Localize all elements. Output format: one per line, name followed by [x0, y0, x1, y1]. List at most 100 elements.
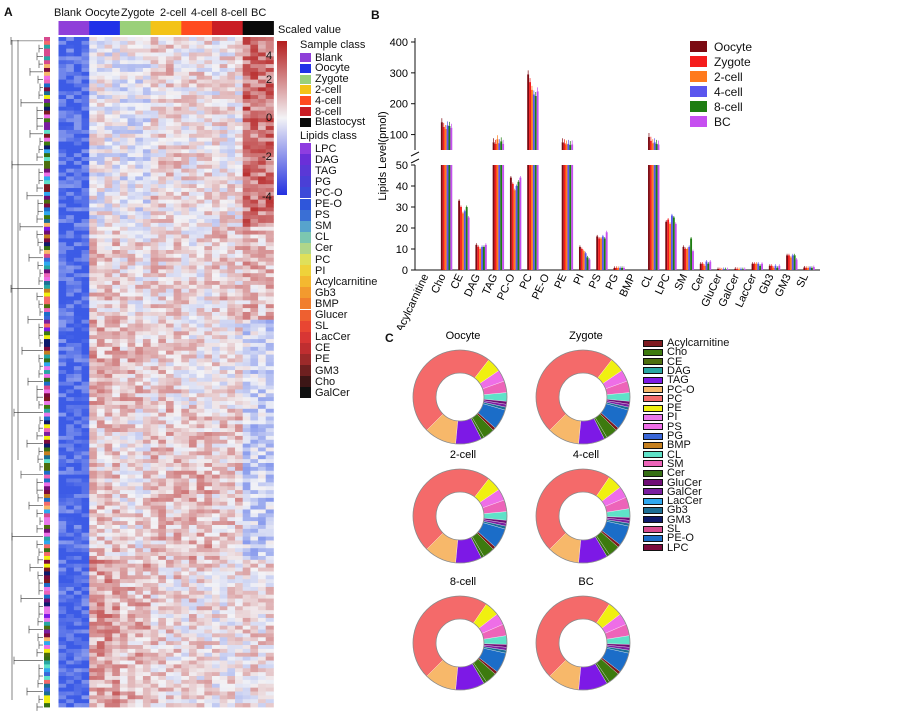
heatmap-cell	[96, 536, 105, 541]
heatmap-cell	[227, 129, 236, 135]
heatmap-cell	[235, 362, 244, 367]
heatmap-cell	[89, 246, 98, 251]
heatmap-cell	[204, 679, 213, 685]
heatmap-cell	[142, 160, 151, 166]
heatmap-cell	[250, 532, 259, 537]
heatmap-cell	[96, 555, 105, 561]
heatmap-cell	[235, 443, 244, 448]
heatmap-cell	[58, 583, 67, 588]
heatmap-cell	[135, 668, 144, 673]
heatmap-cell	[227, 354, 236, 359]
heatmap-cell	[250, 311, 259, 317]
heatmap-cell	[212, 95, 221, 100]
heatmap-cell	[81, 645, 90, 650]
heatmap-cell	[89, 292, 98, 297]
row-class-cell	[44, 234, 50, 239]
heatmap-cell	[73, 513, 82, 518]
sample-class-bar-cell	[181, 21, 213, 35]
heatmap-cell	[96, 548, 105, 553]
heatmap-cell	[58, 586, 67, 592]
heatmap-cell	[96, 265, 105, 270]
row-class-cell	[44, 277, 50, 282]
heatmap-cell	[258, 257, 267, 263]
row-class-cell	[44, 373, 50, 379]
heatmap-cell	[58, 191, 67, 197]
heatmap-cell	[165, 222, 175, 228]
heatmap-cell	[188, 168, 198, 173]
heatmap-cell	[150, 532, 159, 537]
heatmap-cell	[219, 614, 228, 619]
heatmap-cell	[181, 412, 190, 417]
heatmap-cell	[165, 517, 175, 522]
heatmap-cell	[188, 87, 198, 92]
heatmap-cell	[265, 404, 274, 410]
heatmap-cell	[196, 358, 205, 363]
heatmap-cell	[212, 571, 221, 576]
heatmap-cell	[150, 339, 159, 344]
heatmap-cell	[150, 64, 159, 69]
heatmap-cell	[96, 48, 105, 53]
heatmap-cell	[265, 331, 274, 336]
heatmap-cell	[258, 524, 267, 530]
heatmap-cell	[165, 79, 175, 84]
heatmap-cell	[219, 459, 228, 464]
heatmap-cell	[73, 191, 82, 197]
heatmap-cell	[73, 563, 82, 568]
heatmap-cell	[158, 176, 167, 181]
heatmap-cell	[89, 482, 98, 487]
heatmap-cell	[119, 199, 128, 204]
heatmap-cell	[135, 118, 144, 123]
heatmap-cell	[142, 164, 151, 170]
heatmap-cell	[250, 660, 259, 665]
heatmap-cell	[119, 56, 128, 61]
heatmap-cell	[258, 230, 267, 235]
heatmap-cell	[112, 126, 121, 131]
heatmap-cell	[58, 699, 67, 704]
heatmap-cell	[212, 203, 221, 208]
heatmap-cell	[235, 633, 244, 638]
heatmap-cell	[66, 385, 75, 390]
heatmap-cell	[96, 614, 105, 619]
heatmap-cell	[89, 164, 98, 170]
heatmap-cell	[250, 164, 259, 170]
heatmap-cell	[265, 676, 274, 681]
heatmap-cell	[242, 75, 251, 81]
heatmap-cell	[204, 463, 213, 468]
heatmap-cell	[135, 660, 144, 665]
heatmap-cell	[250, 153, 259, 158]
heatmap-cell	[89, 250, 98, 255]
heatmap-cell	[235, 219, 244, 224]
heatmap-cell	[212, 331, 221, 336]
heatmap-cell	[142, 656, 151, 661]
heatmap-cell	[235, 234, 244, 239]
heatmap-cell	[235, 532, 244, 537]
heatmap-cell	[158, 497, 167, 503]
heatmap-cell	[173, 37, 182, 42]
heatmap-cell	[142, 269, 151, 274]
heatmap-cell	[81, 168, 90, 173]
heatmap-cell	[66, 563, 75, 568]
heatmap-cell	[104, 594, 113, 599]
heatmap-cell	[73, 207, 82, 212]
heatmap-cell	[188, 211, 198, 216]
heatmap-cell	[235, 524, 244, 530]
heatmap-cell	[119, 67, 128, 73]
heatmap-cell	[173, 362, 182, 367]
heatmap-cell	[165, 304, 175, 309]
heatmap-cell	[135, 532, 144, 537]
heatmap-cell	[242, 304, 251, 309]
heatmap-cell	[150, 695, 159, 700]
heatmap-cell	[127, 474, 136, 479]
heatmap-cell	[227, 621, 236, 627]
heatmap-cell	[66, 625, 75, 630]
heatmap-cell	[181, 296, 190, 301]
heatmap-cell	[235, 389, 244, 394]
heatmap-cell	[104, 645, 113, 650]
heatmap-cell	[58, 122, 67, 127]
heatmap-cell	[66, 176, 75, 181]
row-class-cell	[44, 98, 50, 104]
heatmap-cell	[235, 145, 244, 150]
heatmap-cell	[204, 133, 213, 139]
heatmap-cell	[165, 524, 175, 530]
heatmap-cell	[112, 362, 121, 367]
